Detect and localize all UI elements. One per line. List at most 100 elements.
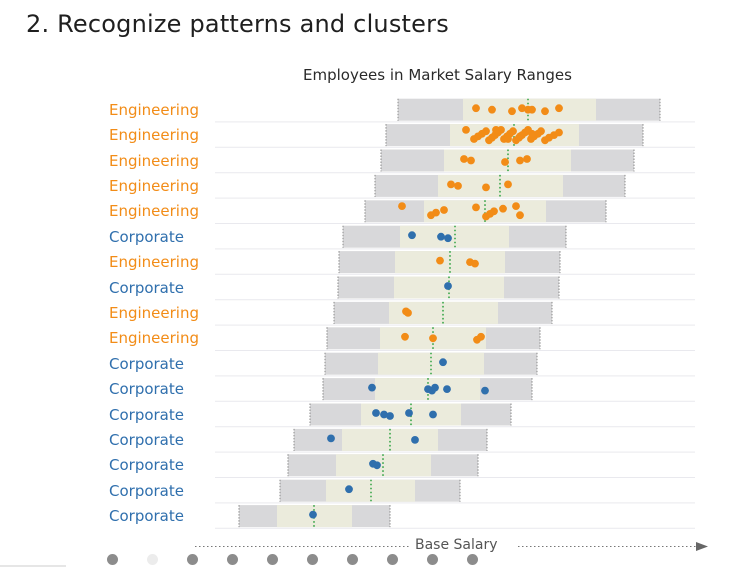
row-label-engineering: Engineering xyxy=(109,253,199,272)
employee-point xyxy=(472,104,480,113)
employee-point xyxy=(429,334,437,343)
row-label-corporate: Corporate xyxy=(109,430,184,449)
employee-point xyxy=(516,132,524,141)
row-label-engineering: Engineering xyxy=(109,100,199,119)
employee-point xyxy=(401,332,409,341)
x-axis-label: Base Salary xyxy=(415,537,498,553)
slide-dot[interactable] xyxy=(307,554,318,565)
employee-point xyxy=(408,231,416,240)
employee-point xyxy=(488,105,496,114)
employee-point xyxy=(437,232,445,241)
row-label-engineering: Engineering xyxy=(109,151,199,170)
slide-dot[interactable] xyxy=(147,554,158,565)
inner-range-bar xyxy=(342,428,438,451)
row-label-corporate: Corporate xyxy=(109,481,184,500)
employee-point xyxy=(386,412,394,420)
row-label-engineering: Engineering xyxy=(109,303,199,322)
row-label-engineering: Engineering xyxy=(109,176,199,195)
corner-divider xyxy=(0,565,66,567)
employee-point xyxy=(327,434,335,443)
employee-point xyxy=(432,208,440,217)
row-label-engineering: Engineering xyxy=(109,126,199,145)
employee-point xyxy=(499,204,507,213)
slide-dot[interactable] xyxy=(267,554,278,565)
employee-point xyxy=(444,282,452,290)
employee-point xyxy=(501,158,509,166)
employee-point xyxy=(509,127,517,136)
employee-point xyxy=(492,125,500,134)
row-label-corporate: Corporate xyxy=(109,507,184,526)
employee-point xyxy=(555,128,563,137)
employee-point xyxy=(460,155,468,163)
employee-point xyxy=(462,125,470,134)
slide-dot[interactable] xyxy=(107,554,118,565)
employee-point xyxy=(444,234,452,243)
employee-point xyxy=(368,383,376,392)
inner-range-bar xyxy=(400,225,509,248)
employee-point xyxy=(477,332,485,341)
inner-range-bar xyxy=(395,251,505,274)
employee-point xyxy=(372,409,380,417)
row-label-engineering: Engineering xyxy=(109,202,199,221)
employee-point xyxy=(405,409,413,417)
employee-point xyxy=(490,207,498,216)
employee-point xyxy=(309,510,317,519)
inner-range-bar xyxy=(336,454,431,477)
employee-point xyxy=(482,127,490,136)
employee-point xyxy=(471,259,479,268)
employee-point xyxy=(516,211,524,220)
employee-point xyxy=(398,202,406,211)
row-label-corporate: Corporate xyxy=(109,456,184,475)
employee-point xyxy=(440,206,448,214)
row-label-corporate: Corporate xyxy=(109,405,184,424)
employee-point xyxy=(411,436,419,444)
employee-point xyxy=(467,156,475,165)
employee-point xyxy=(518,104,526,113)
employee-point xyxy=(429,410,437,419)
row-label-corporate: Corporate xyxy=(109,278,184,297)
employee-point xyxy=(555,104,563,113)
employee-point xyxy=(508,107,516,116)
x-axis-arrow-icon xyxy=(696,542,708,551)
employee-point xyxy=(504,135,512,143)
employee-point xyxy=(523,155,531,163)
employee-point xyxy=(431,383,439,392)
slide-dot[interactable] xyxy=(187,554,198,565)
employee-point xyxy=(481,386,489,395)
employee-point xyxy=(373,461,381,470)
employee-point xyxy=(541,107,549,116)
row-label-corporate: Corporate xyxy=(109,227,184,246)
slide-dot[interactable] xyxy=(227,554,238,565)
row-label-corporate: Corporate xyxy=(109,354,184,373)
employee-point xyxy=(504,180,512,189)
employee-point xyxy=(404,309,412,317)
slide-dot[interactable] xyxy=(467,554,478,565)
employee-point xyxy=(443,385,451,393)
employee-point xyxy=(345,485,353,494)
slide-dot[interactable] xyxy=(427,554,438,565)
employee-point xyxy=(524,105,532,114)
employee-point xyxy=(512,202,520,211)
inner-range-bar xyxy=(326,479,415,502)
employee-point xyxy=(439,358,447,367)
inner-range-bar xyxy=(438,174,563,197)
row-label-engineering: Engineering xyxy=(109,329,199,348)
row-label-corporate: Corporate xyxy=(109,380,184,399)
chart-title: Employees in Market Salary Ranges xyxy=(303,66,572,84)
employee-point xyxy=(528,129,536,138)
employee-point xyxy=(537,127,545,136)
employee-point xyxy=(472,203,480,212)
employee-point xyxy=(380,410,388,419)
inner-range-bar xyxy=(378,352,484,375)
employee-point xyxy=(454,182,462,190)
slide-dot[interactable] xyxy=(347,554,358,565)
employee-point xyxy=(436,256,444,265)
employee-point xyxy=(482,183,490,192)
inner-range-bar xyxy=(389,301,498,324)
employee-point xyxy=(447,180,455,189)
slide-navigation xyxy=(107,554,507,567)
employee-point xyxy=(516,156,524,165)
slide-dot[interactable] xyxy=(387,554,398,565)
slide-heading: 2. Recognize patterns and clusters xyxy=(26,10,449,38)
